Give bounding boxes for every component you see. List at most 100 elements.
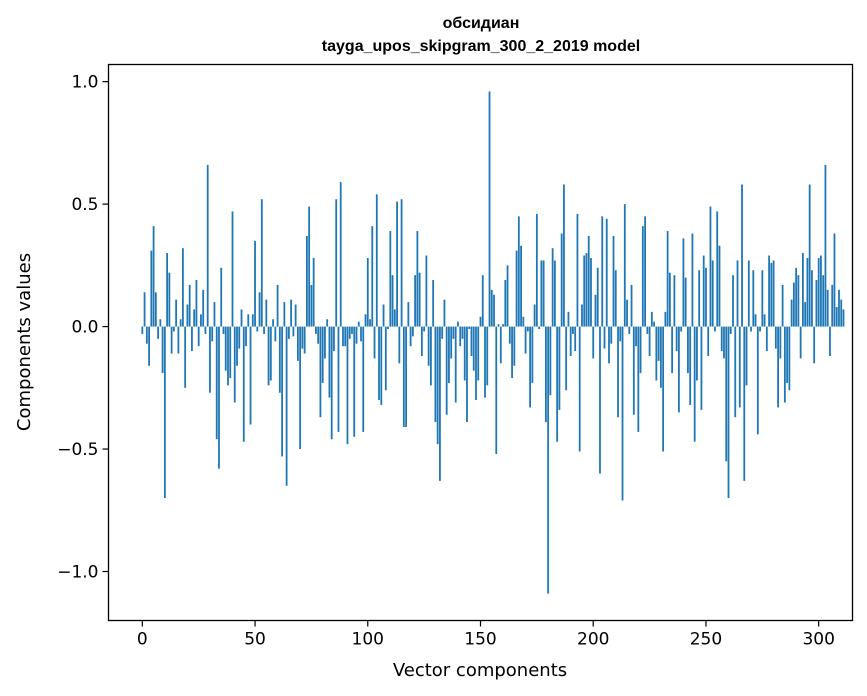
bar-302 xyxy=(822,275,825,327)
bar-4 xyxy=(150,250,153,327)
bar-199 xyxy=(590,258,592,327)
bar-220 xyxy=(637,326,640,432)
bar-49 xyxy=(251,314,254,327)
bar-276 xyxy=(763,314,766,327)
bar-306 xyxy=(831,284,834,327)
bar-55 xyxy=(265,299,268,327)
bar-124 xyxy=(420,326,423,356)
bar-231 xyxy=(662,326,665,452)
bar-161 xyxy=(504,280,507,327)
bar-88 xyxy=(339,182,342,327)
bar-0 xyxy=(141,326,144,334)
bar-153 xyxy=(486,326,489,386)
bar-235 xyxy=(671,326,674,374)
bar-287 xyxy=(788,326,791,391)
bar-103 xyxy=(373,326,376,359)
bar-178 xyxy=(542,260,545,327)
x-axis-label: Vector components xyxy=(393,660,567,681)
bar-51 xyxy=(256,326,259,332)
bar-162 xyxy=(506,265,509,327)
bar-283 xyxy=(779,326,782,359)
bar-128 xyxy=(430,326,432,386)
bar-30 xyxy=(209,326,211,393)
bar-150 xyxy=(479,316,482,327)
bar-37 xyxy=(224,326,227,371)
bar-296 xyxy=(808,184,811,327)
bar-163 xyxy=(508,326,511,344)
bar-46 xyxy=(245,326,247,347)
bar-160 xyxy=(502,324,504,327)
bar-233 xyxy=(666,231,669,327)
bar-207 xyxy=(608,326,610,364)
bar-104 xyxy=(375,194,378,327)
bar-243 xyxy=(689,326,692,405)
x-tick-label: 300 xyxy=(802,630,834,650)
bar-65 xyxy=(287,326,290,339)
bar-114 xyxy=(398,326,401,364)
bar-256 xyxy=(718,245,721,327)
bar-19 xyxy=(184,326,187,388)
bar-70 xyxy=(299,326,302,450)
bar-211 xyxy=(617,326,619,418)
bar-18 xyxy=(182,248,184,327)
bar-213 xyxy=(621,326,624,501)
bar-179 xyxy=(544,326,547,423)
bar-142 xyxy=(461,326,464,339)
bar-64 xyxy=(285,326,288,486)
bar-78 xyxy=(317,326,320,344)
bar-239 xyxy=(680,326,683,332)
bar-121 xyxy=(414,275,417,327)
x-axis-ticks: 0 50 100 150 200 250 300 xyxy=(137,620,835,650)
bar-113 xyxy=(396,201,398,327)
bar-122 xyxy=(416,231,419,327)
bar-210 xyxy=(614,270,617,327)
bar-38 xyxy=(227,326,229,386)
bar-149 xyxy=(477,326,480,381)
x-tick-label: 0 xyxy=(137,630,148,650)
bar-140 xyxy=(457,321,459,327)
bar-246 xyxy=(696,326,698,381)
bar-151 xyxy=(481,275,484,327)
bar-272 xyxy=(754,314,757,327)
bar-286 xyxy=(786,326,789,383)
bar-285 xyxy=(783,326,786,403)
bar-2 xyxy=(145,326,148,344)
bar-189 xyxy=(567,311,570,327)
chart-title-line-1: обсидиан xyxy=(443,15,520,32)
bar-27 xyxy=(202,289,205,327)
bar-147 xyxy=(472,326,475,371)
bar-68 xyxy=(294,304,297,327)
bar-269 xyxy=(747,260,750,327)
bar-143 xyxy=(463,326,466,381)
bar-186 xyxy=(560,233,563,327)
bar-102 xyxy=(371,226,374,327)
bar-268 xyxy=(745,326,748,386)
x-tick-label: 100 xyxy=(352,630,384,650)
bar-145 xyxy=(468,326,471,330)
bar-93 xyxy=(351,326,353,334)
bar-194 xyxy=(578,326,581,452)
bar-249 xyxy=(702,255,705,327)
bar-247 xyxy=(698,270,701,327)
bar-73 xyxy=(306,235,308,327)
bar-146 xyxy=(470,326,473,356)
bar-135 xyxy=(445,326,448,415)
y-tick-label: −1.0 xyxy=(57,563,98,583)
bar-110 xyxy=(389,231,392,327)
bar-307 xyxy=(833,233,836,327)
bar-115 xyxy=(400,199,403,327)
bar-261 xyxy=(729,326,732,334)
bar-305 xyxy=(829,326,831,356)
bar-174 xyxy=(533,304,536,327)
bar-244 xyxy=(691,233,694,327)
bar-270 xyxy=(750,326,752,332)
bar-26 xyxy=(200,314,202,327)
bar-192 xyxy=(574,326,577,352)
bar-204 xyxy=(601,216,604,327)
bar-171 xyxy=(526,326,529,332)
bar-14 xyxy=(172,326,175,332)
bar-264 xyxy=(736,260,739,327)
bar-157 xyxy=(495,326,498,454)
bar-229 xyxy=(657,326,660,361)
bar-94 xyxy=(353,326,356,437)
